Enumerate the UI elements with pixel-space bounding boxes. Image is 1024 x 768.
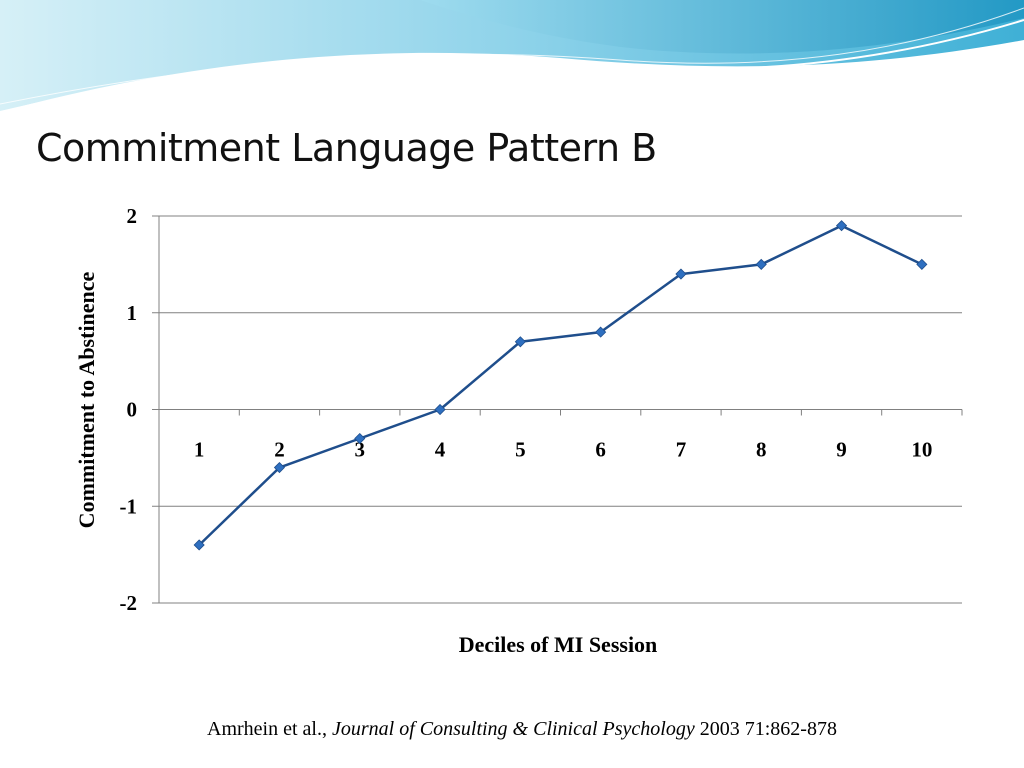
gridlines (159, 215, 962, 604)
decorative-wave-banner (0, 0, 1024, 113)
x-tick-label: 5 (515, 438, 526, 462)
y-tick-label: -2 (120, 591, 138, 615)
slide-title: Commitment Language Pattern B (36, 126, 657, 170)
wave-shape-front (420, 0, 1024, 54)
citation-journal: Journal of Consulting & Clinical Psychol… (331, 718, 695, 740)
data-point (354, 432, 366, 445)
y-tick-label: 1 (127, 301, 138, 325)
citation: Amrhein et al., Journal of Consulting & … (0, 718, 1024, 741)
data-point (675, 268, 687, 280)
x-tick-label: 8 (756, 438, 767, 462)
data-point (434, 403, 446, 416)
y-axis-title: Commitment to Abstinence (74, 271, 99, 528)
data-point (755, 258, 767, 270)
data-point (514, 336, 526, 348)
x-tick-label: 3 (355, 438, 366, 462)
data-point (193, 539, 205, 551)
x-tick-label: 9 (836, 438, 847, 462)
x-tick-label: 7 (676, 438, 687, 462)
line-chart: 210-1-2 1 2 3 4 5 6 7 8 9 10 Commitment to Abstin… (74, 204, 963, 657)
x-axis-title: Deciles of MI Session (459, 632, 658, 657)
series (193, 220, 928, 551)
citation-details: 2003 71:862-878 (694, 718, 837, 740)
wave-line (0, 19, 1024, 113)
data-point (916, 258, 928, 270)
x-tick-label: 4 (435, 438, 446, 462)
x-tick-label: 2 (274, 438, 285, 462)
series-line (198, 224, 923, 546)
x-tick-label: 10 (911, 438, 932, 462)
data-point (273, 461, 286, 474)
data-point (595, 326, 607, 338)
axes (152, 215, 963, 604)
y-tick-labels: 2 1 0 -1 -2 (120, 204, 138, 615)
x-tick-label: 1 (194, 438, 205, 462)
y-tick-label: 2 (127, 204, 138, 228)
x-tick-labels: 1 2 3 4 5 6 7 8 9 10 (194, 438, 932, 462)
y-tick-label: -1 (120, 494, 138, 518)
y-tick-label: 0 (127, 398, 138, 422)
citation-authors: Amrhein et al., (207, 718, 332, 740)
x-tick-label: 6 (595, 438, 606, 462)
data-point (835, 220, 848, 232)
wave-line (0, 7, 1024, 105)
